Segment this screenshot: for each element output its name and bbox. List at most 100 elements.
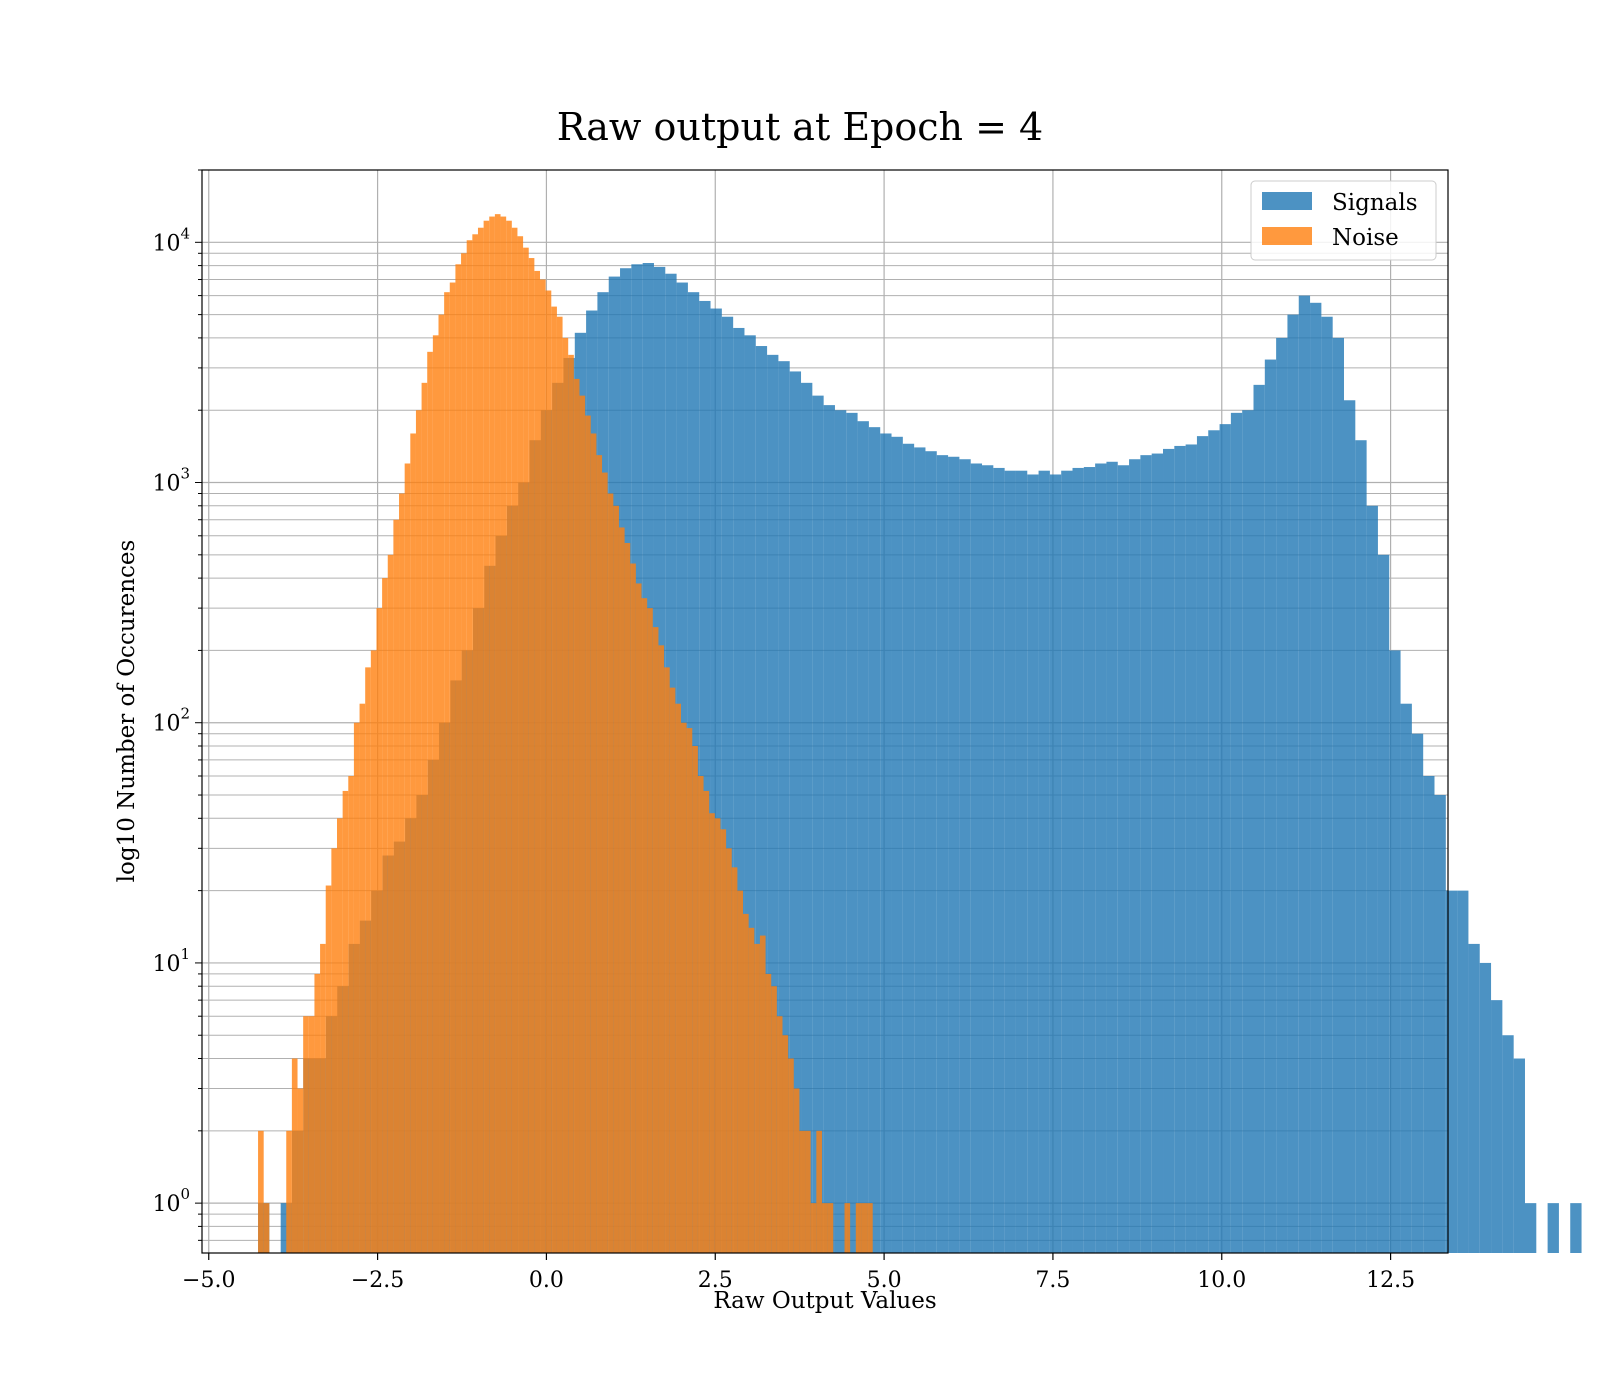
y-tick-label: 100 bbox=[152, 1185, 190, 1217]
y-tick-label: 103 bbox=[152, 465, 190, 497]
histogram-bar bbox=[767, 354, 779, 1253]
histogram-bar bbox=[562, 337, 569, 1253]
histogram-bar bbox=[726, 848, 732, 1253]
histogram-bar bbox=[455, 264, 462, 1253]
histogram-bar bbox=[1377, 554, 1390, 1253]
histogram-bar bbox=[936, 455, 949, 1254]
histogram-bar bbox=[382, 578, 388, 1253]
histogram-bar bbox=[1411, 733, 1424, 1253]
x-tick-label: 0.0 bbox=[529, 1268, 564, 1293]
histogram-bar bbox=[1276, 337, 1288, 1253]
histogram-bar bbox=[675, 703, 681, 1253]
x-tick-label: −5.0 bbox=[182, 1268, 235, 1293]
histogram-bar bbox=[438, 314, 445, 1253]
histogram-bar bbox=[861, 1203, 868, 1253]
histogram-bar bbox=[844, 1203, 851, 1253]
histogram-bar bbox=[1174, 445, 1186, 1253]
histogram-bar bbox=[585, 415, 591, 1253]
histogram-bar bbox=[714, 818, 721, 1253]
legend-label-noise: Noise bbox=[1332, 225, 1399, 251]
histogram-bar bbox=[421, 382, 428, 1254]
histogram-bar bbox=[607, 493, 614, 1253]
y-tick-label: 101 bbox=[152, 945, 190, 977]
histogram-bar bbox=[1264, 359, 1277, 1254]
histogram-bars bbox=[258, 214, 1582, 1254]
histogram-bar bbox=[613, 505, 619, 1253]
histogram-bar bbox=[370, 650, 377, 1253]
histogram-bar bbox=[1253, 384, 1265, 1253]
histogram-bar bbox=[477, 227, 484, 1253]
histogram-bar bbox=[286, 1130, 292, 1253]
histogram-bar bbox=[827, 1203, 834, 1253]
histogram-bar bbox=[337, 818, 343, 1253]
histogram-bar bbox=[647, 608, 653, 1253]
histogram-bar bbox=[902, 443, 915, 1253]
histogram-bar bbox=[925, 451, 937, 1253]
histogram-bar bbox=[880, 433, 892, 1253]
y-tick-label: 104 bbox=[152, 224, 190, 256]
histogram-bar bbox=[857, 421, 869, 1253]
histogram-bar bbox=[1298, 295, 1311, 1253]
histogram-bar bbox=[867, 1203, 873, 1253]
x-tick-label: 10.0 bbox=[1197, 1268, 1246, 1293]
histogram-bar bbox=[1524, 1203, 1537, 1253]
histogram-bar bbox=[1015, 470, 1028, 1253]
histogram-bar bbox=[776, 1016, 783, 1253]
histogram-bar bbox=[1513, 1058, 1525, 1253]
histogram-bar bbox=[624, 543, 631, 1253]
histogram-bar bbox=[404, 463, 411, 1253]
histogram-bar bbox=[494, 214, 501, 1253]
x-tick-label: 12.5 bbox=[1366, 1268, 1415, 1293]
histogram-bar bbox=[1332, 337, 1344, 1253]
histogram-bar bbox=[1434, 795, 1446, 1253]
y-tick-label: 102 bbox=[152, 705, 190, 737]
histogram-bar bbox=[325, 885, 332, 1253]
histogram-bar bbox=[387, 554, 394, 1253]
histogram-bar bbox=[551, 306, 557, 1253]
histogram-bar bbox=[545, 290, 552, 1253]
histogram-bar bbox=[720, 829, 727, 1253]
histogram-bar bbox=[483, 220, 490, 1253]
histogram-bar bbox=[1457, 890, 1469, 1253]
histogram-bar bbox=[816, 1130, 822, 1253]
legend-label-signals: Signals bbox=[1332, 190, 1418, 216]
histogram-bar bbox=[630, 563, 636, 1253]
histogram-bar bbox=[365, 667, 371, 1253]
x-tick-label: 2.5 bbox=[698, 1268, 733, 1293]
histogram-bar bbox=[697, 776, 704, 1253]
x-axis-ticks: −5.0 −2.5 0.0 2.5 5.0 7.5 10.0 12.5 bbox=[182, 1253, 1415, 1293]
histogram-bar bbox=[1230, 412, 1243, 1254]
histogram-bar bbox=[1502, 1035, 1514, 1253]
histogram-bar bbox=[810, 1203, 817, 1253]
histogram-bar bbox=[782, 1035, 789, 1253]
histogram-bar bbox=[812, 395, 824, 1253]
histogram-bar bbox=[1163, 448, 1175, 1253]
histogram-bar bbox=[263, 1203, 270, 1253]
histogram-bar bbox=[1117, 465, 1130, 1253]
x-tick-label: −2.5 bbox=[351, 1268, 404, 1293]
histogram-bar bbox=[1129, 459, 1141, 1253]
histogram-bar bbox=[353, 722, 360, 1253]
histogram-bar bbox=[1038, 470, 1050, 1253]
histogram-bar bbox=[1072, 467, 1084, 1253]
histogram-bar bbox=[618, 527, 625, 1253]
histogram-bar bbox=[834, 410, 847, 1253]
plot-area-frame bbox=[201, 169, 1449, 1254]
histogram-bar bbox=[1366, 505, 1378, 1253]
histogram-bar bbox=[472, 234, 478, 1253]
histogram-bar bbox=[721, 316, 734, 1253]
histogram-bar bbox=[709, 813, 715, 1253]
histogram-bar bbox=[658, 645, 665, 1253]
histogram-bar bbox=[948, 456, 960, 1253]
histogram-bar bbox=[982, 465, 994, 1253]
histogram-bar bbox=[710, 308, 722, 1253]
histogram-bar bbox=[415, 410, 422, 1253]
histogram-bar bbox=[754, 943, 760, 1253]
histogram-bar bbox=[461, 253, 467, 1253]
histogram-bar bbox=[399, 493, 405, 1253]
histogram-bar bbox=[1185, 444, 1197, 1253]
histogram-bar bbox=[511, 227, 518, 1253]
histogram-bar bbox=[528, 258, 535, 1253]
histogram-bar bbox=[799, 1130, 806, 1253]
